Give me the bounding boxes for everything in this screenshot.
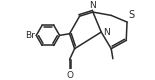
Text: N: N: [89, 1, 95, 10]
Text: S: S: [128, 10, 134, 20]
Text: Br: Br: [25, 31, 35, 40]
Text: O: O: [67, 71, 74, 80]
Text: N: N: [103, 28, 110, 37]
